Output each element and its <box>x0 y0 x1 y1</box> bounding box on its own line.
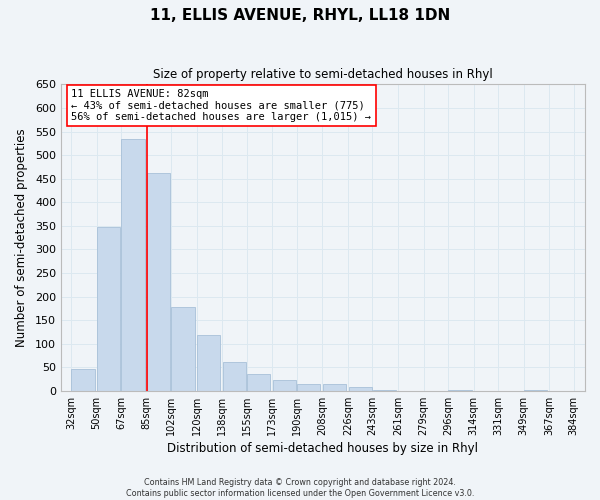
Y-axis label: Number of semi-detached properties: Number of semi-detached properties <box>15 128 28 347</box>
Title: Size of property relative to semi-detached houses in Rhyl: Size of property relative to semi-detach… <box>153 68 493 80</box>
Bar <box>172 307 194 391</box>
Bar <box>121 138 145 391</box>
Text: 11, ELLIS AVENUE, RHYL, LL18 1DN: 11, ELLIS AVENUE, RHYL, LL18 1DN <box>150 8 450 22</box>
Bar <box>297 384 320 391</box>
Bar <box>273 380 296 391</box>
Text: 11 ELLIS AVENUE: 82sqm
← 43% of semi-detached houses are smaller (775)
56% of se: 11 ELLIS AVENUE: 82sqm ← 43% of semi-det… <box>71 89 371 122</box>
Bar <box>323 384 346 391</box>
Bar <box>71 368 95 391</box>
Bar <box>223 362 246 391</box>
Bar <box>197 335 220 391</box>
Text: Contains HM Land Registry data © Crown copyright and database right 2024.
Contai: Contains HM Land Registry data © Crown c… <box>126 478 474 498</box>
Bar <box>247 374 270 391</box>
X-axis label: Distribution of semi-detached houses by size in Rhyl: Distribution of semi-detached houses by … <box>167 442 478 455</box>
Bar <box>349 387 371 391</box>
Bar <box>97 227 121 391</box>
Bar <box>147 172 170 391</box>
